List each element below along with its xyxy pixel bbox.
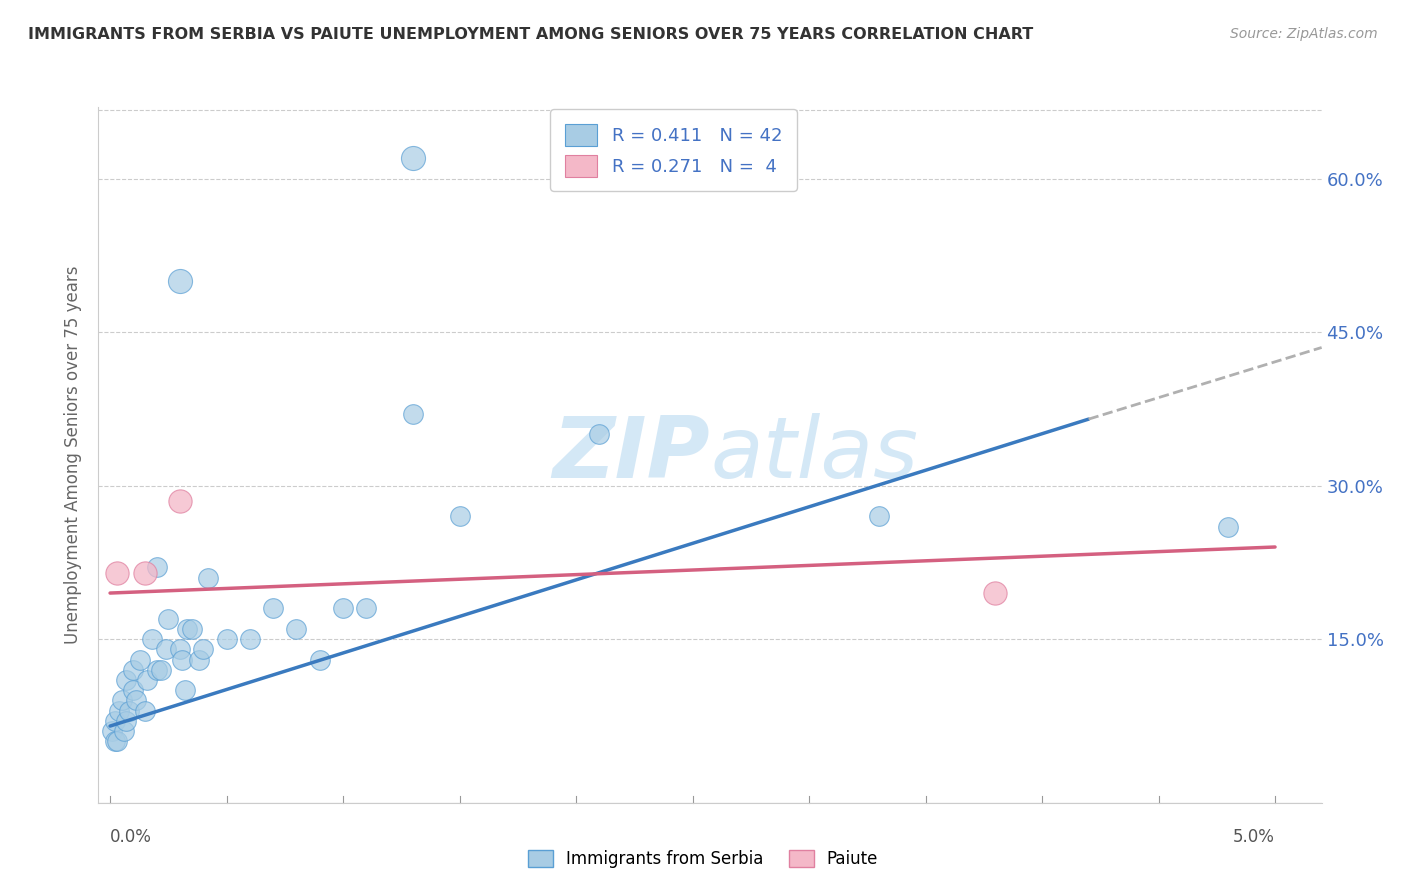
Point [111,693,134,707]
Point [115,673,138,687]
Point [115,714,138,728]
Point [122,683,145,698]
Point [402,151,425,165]
Point [356,601,378,615]
Point [262,601,284,615]
Point [150,663,173,677]
Text: atlas: atlas [710,413,918,497]
Point [157,612,180,626]
Legend: R = 0.411   N = 42, R = 0.271   N =  4: R = 0.411 N = 42, R = 0.271 N = 4 [550,109,797,191]
Text: 5.0%: 5.0% [1233,829,1275,847]
Text: Source: ZipAtlas.com: Source: ZipAtlas.com [1230,27,1378,41]
Point [449,509,471,524]
Point [402,407,425,421]
Point [118,704,141,718]
Point [125,693,148,707]
Point [101,724,124,739]
Point [173,683,195,698]
Point [122,663,145,677]
Point [172,652,194,666]
Text: ZIP: ZIP [553,413,710,497]
Point [332,601,354,615]
Legend: Immigrants from Serbia, Paiute: Immigrants from Serbia, Paiute [522,843,884,875]
Point [141,632,163,646]
Text: 0.0%: 0.0% [110,829,152,847]
Point [215,632,238,646]
Point [197,571,219,585]
Point [169,274,191,288]
Point [308,652,330,666]
Point [108,704,131,718]
Point [129,652,152,666]
Point [145,560,167,574]
Point [588,427,610,442]
Point [105,566,128,580]
Point [134,704,156,718]
Point [155,642,177,657]
Point [180,622,202,636]
Point [169,642,191,657]
Point [984,586,1007,600]
Point [112,724,135,739]
Point [285,622,308,636]
Point [134,566,156,580]
Point [868,509,890,524]
Point [176,622,198,636]
Point [169,494,191,508]
Point [104,734,127,748]
Point [239,632,262,646]
Text: IMMIGRANTS FROM SERBIA VS PAIUTE UNEMPLOYMENT AMONG SENIORS OVER 75 YEARS CORREL: IMMIGRANTS FROM SERBIA VS PAIUTE UNEMPLO… [28,27,1033,42]
Y-axis label: Unemployment Among Seniors over 75 years: Unemployment Among Seniors over 75 years [65,266,83,644]
Point [187,652,209,666]
Point [104,714,127,728]
Point [105,734,128,748]
Point [193,642,215,657]
Point [145,663,167,677]
Point [136,673,159,687]
Point [1218,519,1240,533]
